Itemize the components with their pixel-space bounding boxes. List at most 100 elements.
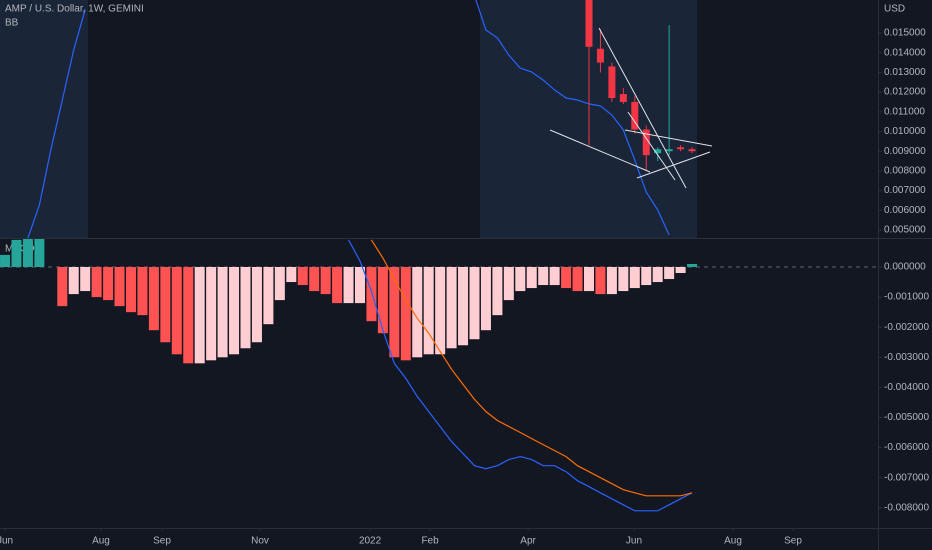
x-tick-label: Jun	[0, 536, 13, 547]
trend-line	[549, 129, 651, 173]
x-tick-label: Aug	[92, 536, 110, 547]
price-pane	[27, 0, 696, 238]
candle-body	[585, 0, 593, 47]
histogram-bar	[400, 266, 411, 361]
histogram-bar	[57, 266, 68, 307]
y-tick-label: 0.005000	[884, 225, 926, 236]
histogram-bar	[675, 266, 686, 274]
candle-body	[608, 66, 616, 99]
y-tick-label: -0.005000	[884, 412, 929, 423]
histogram-bar	[125, 266, 136, 313]
histogram-bar	[171, 266, 182, 355]
histogram-bar	[664, 266, 675, 280]
histogram-bar	[561, 266, 572, 289]
histogram-bar	[34, 239, 45, 267]
x-tick-label: Nov	[251, 536, 269, 547]
histogram-bar	[217, 266, 228, 358]
histogram-bar	[229, 266, 240, 355]
y-tick-label: 0.015000	[884, 28, 926, 39]
trend-line	[598, 27, 687, 189]
histogram-bar	[160, 266, 171, 343]
histogram-bar	[114, 266, 125, 307]
histogram-bar	[332, 266, 343, 304]
histogram-bar	[297, 266, 308, 286]
histogram-bar	[469, 266, 480, 340]
indicator-label: BB	[5, 18, 19, 29]
histogram-bar	[412, 266, 423, 358]
y-tick-label: 0.010000	[884, 126, 926, 137]
y-tick-label: 0.011000	[884, 106, 925, 117]
y-tick-label: 0.000000	[884, 262, 926, 273]
x-tick-label: 2022	[359, 536, 382, 547]
y-tick-label: -0.004000	[884, 382, 929, 393]
histogram-bar	[446, 266, 457, 349]
histogram-bar	[606, 266, 617, 295]
histogram-bar	[389, 266, 400, 358]
trend-line	[624, 129, 713, 147]
histogram-bar	[423, 266, 434, 355]
y-tick-label: 0.013000	[884, 67, 926, 78]
x-tick-label: Feb	[421, 536, 439, 547]
histogram-bar	[687, 263, 698, 267]
y-tick-label: 0.007000	[884, 185, 926, 196]
histogram-bar	[618, 266, 629, 292]
histogram-bar	[435, 266, 446, 355]
trend-line	[627, 111, 676, 181]
histogram-bar	[320, 266, 331, 295]
macd-pane	[0, 239, 878, 512]
histogram-bar	[286, 266, 297, 283]
y-tick-label: -0.001000	[884, 292, 929, 303]
candle-body	[596, 48, 604, 63]
trend-line	[636, 151, 711, 179]
histogram-bar	[137, 266, 148, 316]
histogram-bar	[103, 266, 114, 301]
candle-body	[665, 149, 673, 152]
histogram-bar	[629, 266, 640, 289]
trend-lines	[549, 27, 713, 189]
candle-body	[654, 149, 662, 154]
histogram-bar	[503, 266, 514, 301]
x-tick-label: Apr	[520, 536, 536, 547]
histogram-bar	[0, 254, 11, 267]
symbol-title: AMP / U.S. Dollar, 1W, GEMINI	[5, 4, 144, 15]
histogram-bar	[480, 266, 491, 331]
x-tick-label: Sep	[153, 536, 171, 547]
y-tick-label: 0.008000	[884, 166, 926, 177]
histogram-bar	[595, 266, 606, 295]
y-tick-label: -0.006000	[884, 442, 929, 453]
candle-body	[619, 94, 627, 102]
line-series	[27, 9, 86, 238]
histogram-bar	[652, 266, 663, 283]
y-tick-label: -0.008000	[884, 502, 929, 513]
histogram-bar	[274, 266, 285, 301]
histogram-bar	[194, 266, 205, 364]
histogram-bar	[549, 266, 560, 286]
histogram-bar	[251, 266, 262, 343]
currency-label: USD	[884, 4, 905, 15]
histogram-bar	[458, 266, 469, 346]
histogram-bar	[263, 266, 274, 325]
line-series	[370, 239, 693, 497]
histogram-bar	[526, 266, 537, 289]
y-tick-label: 0.014000	[884, 47, 926, 58]
y-tick-label: 0.006000	[884, 205, 926, 216]
x-tick-label: Jun	[626, 536, 642, 547]
histogram-bar	[515, 266, 526, 292]
histogram-bar	[538, 266, 549, 286]
bb-band	[0, 0, 88, 238]
histogram-bar	[343, 266, 354, 304]
y-tick-label: 0.009000	[884, 146, 926, 157]
y-tick-label: 0.012000	[884, 87, 926, 98]
histogram-bar	[366, 266, 377, 322]
candle-body	[642, 129, 650, 156]
histogram-bar	[354, 266, 365, 304]
histogram-bar	[11, 239, 22, 267]
histogram-bar	[377, 266, 388, 334]
histogram-bar	[148, 266, 159, 331]
y-tick-label: -0.002000	[884, 322, 929, 333]
histogram-bar	[641, 266, 652, 286]
histogram-bar	[240, 266, 251, 349]
histogram-bar	[80, 266, 91, 292]
histogram-bar	[572, 266, 583, 292]
